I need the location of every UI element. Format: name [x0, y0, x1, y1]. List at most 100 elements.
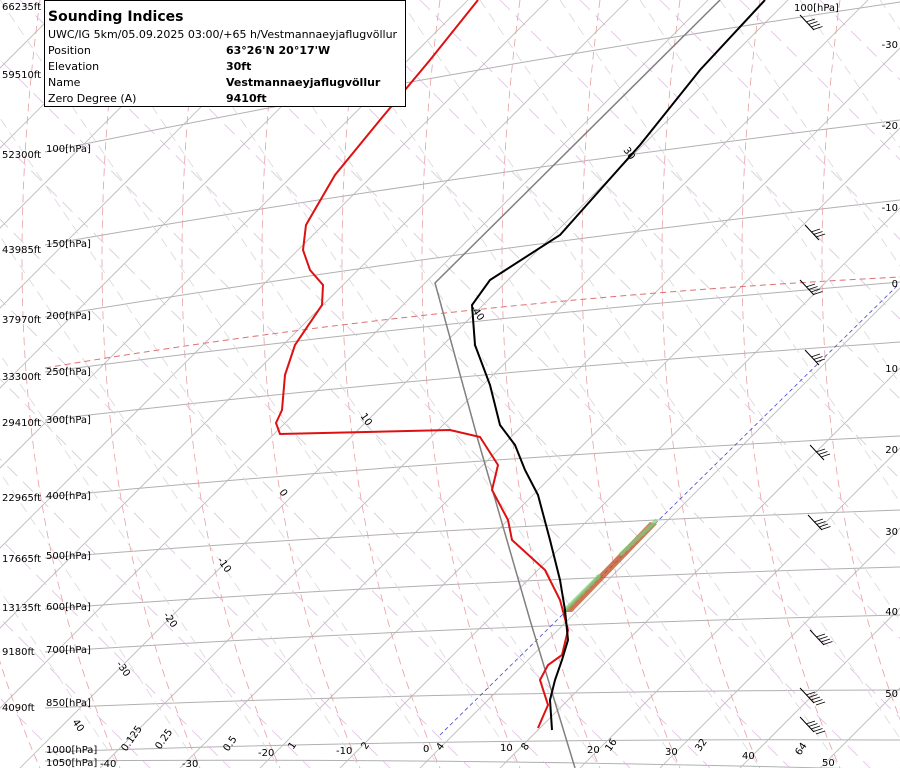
wind-barb-icon [799, 14, 823, 31]
info-value: Vestmannaeyjaflugvöllur [226, 76, 381, 89]
isotherm-line [259, 127, 900, 768]
mixing-ratio-line [579, 0, 900, 320]
mixing-ratio-line [0, 139, 631, 768]
mixing-ratio-line [0, 218, 551, 768]
isotherm-line [819, 687, 900, 768]
dewpoint-curve [274, 0, 570, 729]
isotherm-line [0, 0, 549, 549]
mixing-ratio-line [659, 0, 900, 240]
isotherm-line [0, 0, 389, 389]
adiabat-label: 0 [277, 487, 290, 499]
info-row-name: Name Vestmannaeyjaflugvöllur [48, 75, 402, 91]
sounding-indices-panel: Sounding Indices UWC/IG 5km/05.09.2025 0… [44, 0, 406, 107]
info-key: Position [48, 44, 91, 57]
adiabat-label: -40 [468, 303, 486, 323]
temperature-label-right: 40 [885, 607, 898, 618]
info-key: Elevation [48, 60, 100, 73]
moist-adiabat [79, 0, 601, 768]
mixing-ratio-line [99, 0, 871, 768]
isobar-line [44, 199, 900, 318]
isotherm-label: -20 [258, 748, 274, 759]
isobar-line [44, 509, 900, 559]
mixing-ratio-line [0, 59, 711, 768]
isobar-line [44, 739, 900, 753]
isotherm-line [0, 0, 709, 709]
wind-barb-icon [809, 444, 831, 461]
altitude-label: 22965ft [2, 493, 41, 504]
wind-barb-icon [807, 514, 831, 531]
isotherm-line [0, 0, 469, 469]
temperature-curve [470, 0, 766, 731]
isotherm-label: 50 [822, 758, 835, 768]
lcl-line [439, 284, 899, 736]
temperature-label-right: 0 [892, 279, 898, 290]
isobar-line [44, 281, 900, 373]
mixing-ratio-line [0, 378, 391, 768]
mixing-ratio-line [0, 617, 151, 768]
temperature-label-right: 20 [885, 445, 898, 456]
isotherm-label: -40 [100, 759, 116, 768]
mixing-ratio-label: 8 [519, 741, 532, 753]
isotherm-line [339, 207, 900, 768]
isotherm-line [659, 527, 900, 768]
dry-adiabat [501, 0, 601, 768]
panel-title: Sounding Indices [48, 9, 184, 25]
mixing-ratio-label: 1 [286, 740, 299, 752]
temperature-label-right: 10 [885, 364, 898, 375]
moist-adiabat [0, 117, 441, 768]
temperature-label-right: -30 [882, 40, 898, 51]
info-row-elevation: Elevation 30ft [48, 59, 402, 75]
adiabat-label: -30 [114, 659, 132, 679]
isobar-line [44, 759, 844, 768]
wind-barbs [799, 14, 833, 735]
mixing-ratio-line [419, 0, 900, 480]
isotherm-line [0, 0, 149, 149]
altitude-label: 17665ft [2, 554, 41, 565]
moist-adiabat [639, 0, 900, 385]
altitude-label: 9180ft [2, 647, 35, 658]
isotherm-line [579, 447, 900, 768]
pressure-label-top: 100[hPa] [794, 3, 839, 14]
pressure-label: 200[hPa] [46, 311, 91, 322]
dry-adiabat [0, 660, 41, 768]
dry-adiabat [341, 0, 441, 768]
mixing-ratio-label: 4 [434, 741, 447, 753]
adiabat-label: 40 [70, 717, 86, 734]
mixing-ratio-label: 0.5 [221, 734, 239, 753]
temperature-label-right: -20 [882, 121, 898, 132]
pressure-label: 300[hPa] [46, 415, 91, 426]
altitude-label: 52300ft [2, 150, 41, 161]
parcel-line [434, 0, 721, 768]
moist-adiabat [879, 0, 900, 31]
isotherm-line [739, 607, 900, 768]
isotherm-line [0, 0, 309, 309]
cape-area-edge [561, 518, 659, 614]
altitude-label: 43985ft [2, 245, 41, 256]
moist-adiabat [799, 0, 900, 149]
isotherm-label: 40 [742, 751, 755, 762]
pressure-label: 150[hPa] [46, 239, 91, 250]
model-run-info: UWC/IG 5km/05.09.2025 03:00/+65 h/Vestma… [48, 28, 398, 41]
isotherm-label: 10 [500, 743, 513, 754]
isotherm-line [19, 0, 789, 768]
wind-barb-icon [799, 687, 826, 706]
pressure-label: 1000[hPa] [46, 745, 97, 756]
mixing-ratio-line [0, 458, 311, 768]
altitude-label: 4090ft [2, 703, 35, 714]
pressure-label: 500[hPa] [46, 551, 91, 562]
altitude-label: 37970ft [2, 315, 41, 326]
isobar-line [44, 119, 900, 246]
pressure-label: 600[hPa] [46, 602, 91, 613]
temperature-label-right: 30 [885, 527, 898, 538]
wind-barb-icon [799, 716, 826, 735]
temperature-label-right: -10 [882, 203, 898, 214]
altitude-label: 33300ft [2, 372, 41, 383]
info-row-position: Position 63°26'N 20°17'W [48, 43, 402, 59]
isotherm-label: 0 [423, 744, 429, 755]
isotherm-line [0, 0, 629, 629]
moist-adiabat [0, 471, 201, 768]
pressure-label: 100[hPa] [46, 144, 91, 155]
moist-adiabat [159, 0, 681, 768]
